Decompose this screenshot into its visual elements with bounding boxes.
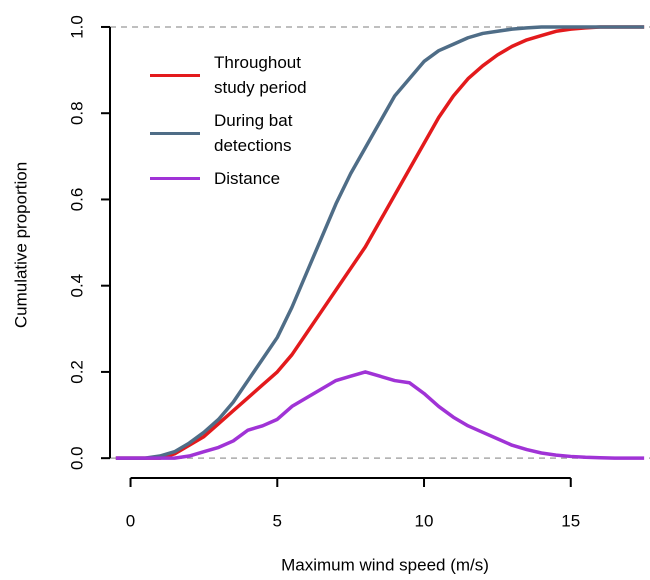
x-tick-label: 10 [415,511,434,530]
y-tick-label: 0.4 [67,274,86,298]
legend-swatch [150,73,200,77]
x-tick-label: 0 [126,511,135,530]
legend-item: Throughout study period [150,50,339,100]
legend-item: During bat detections [150,108,339,158]
x-axis-label: Maximum wind speed (m/s) [281,555,489,574]
y-tick-label: 0.2 [67,360,86,384]
y-tick-label: 0.8 [67,101,86,125]
legend-swatch [150,131,200,135]
legend-label: During bat detections [214,111,293,155]
y-tick-label: 0.6 [67,188,86,212]
x-tick-label: 15 [561,511,580,530]
legend-item: Distance [150,166,339,191]
line-series [115,25,645,460]
plot-area [115,25,645,460]
legend-label: Distance [214,169,281,188]
x-tick-label: 5 [273,511,282,530]
y-axis-label: Cumulative proportion [11,162,30,328]
line-series [115,25,645,460]
y-tick-label: 0.0 [67,446,86,470]
y-tick-label: 1.0 [67,15,86,39]
legend-label: Throughout study period [214,53,307,97]
legend-swatch [150,177,200,180]
legend: Throughout study period During bat detect… [150,50,339,199]
line-series [115,370,645,460]
